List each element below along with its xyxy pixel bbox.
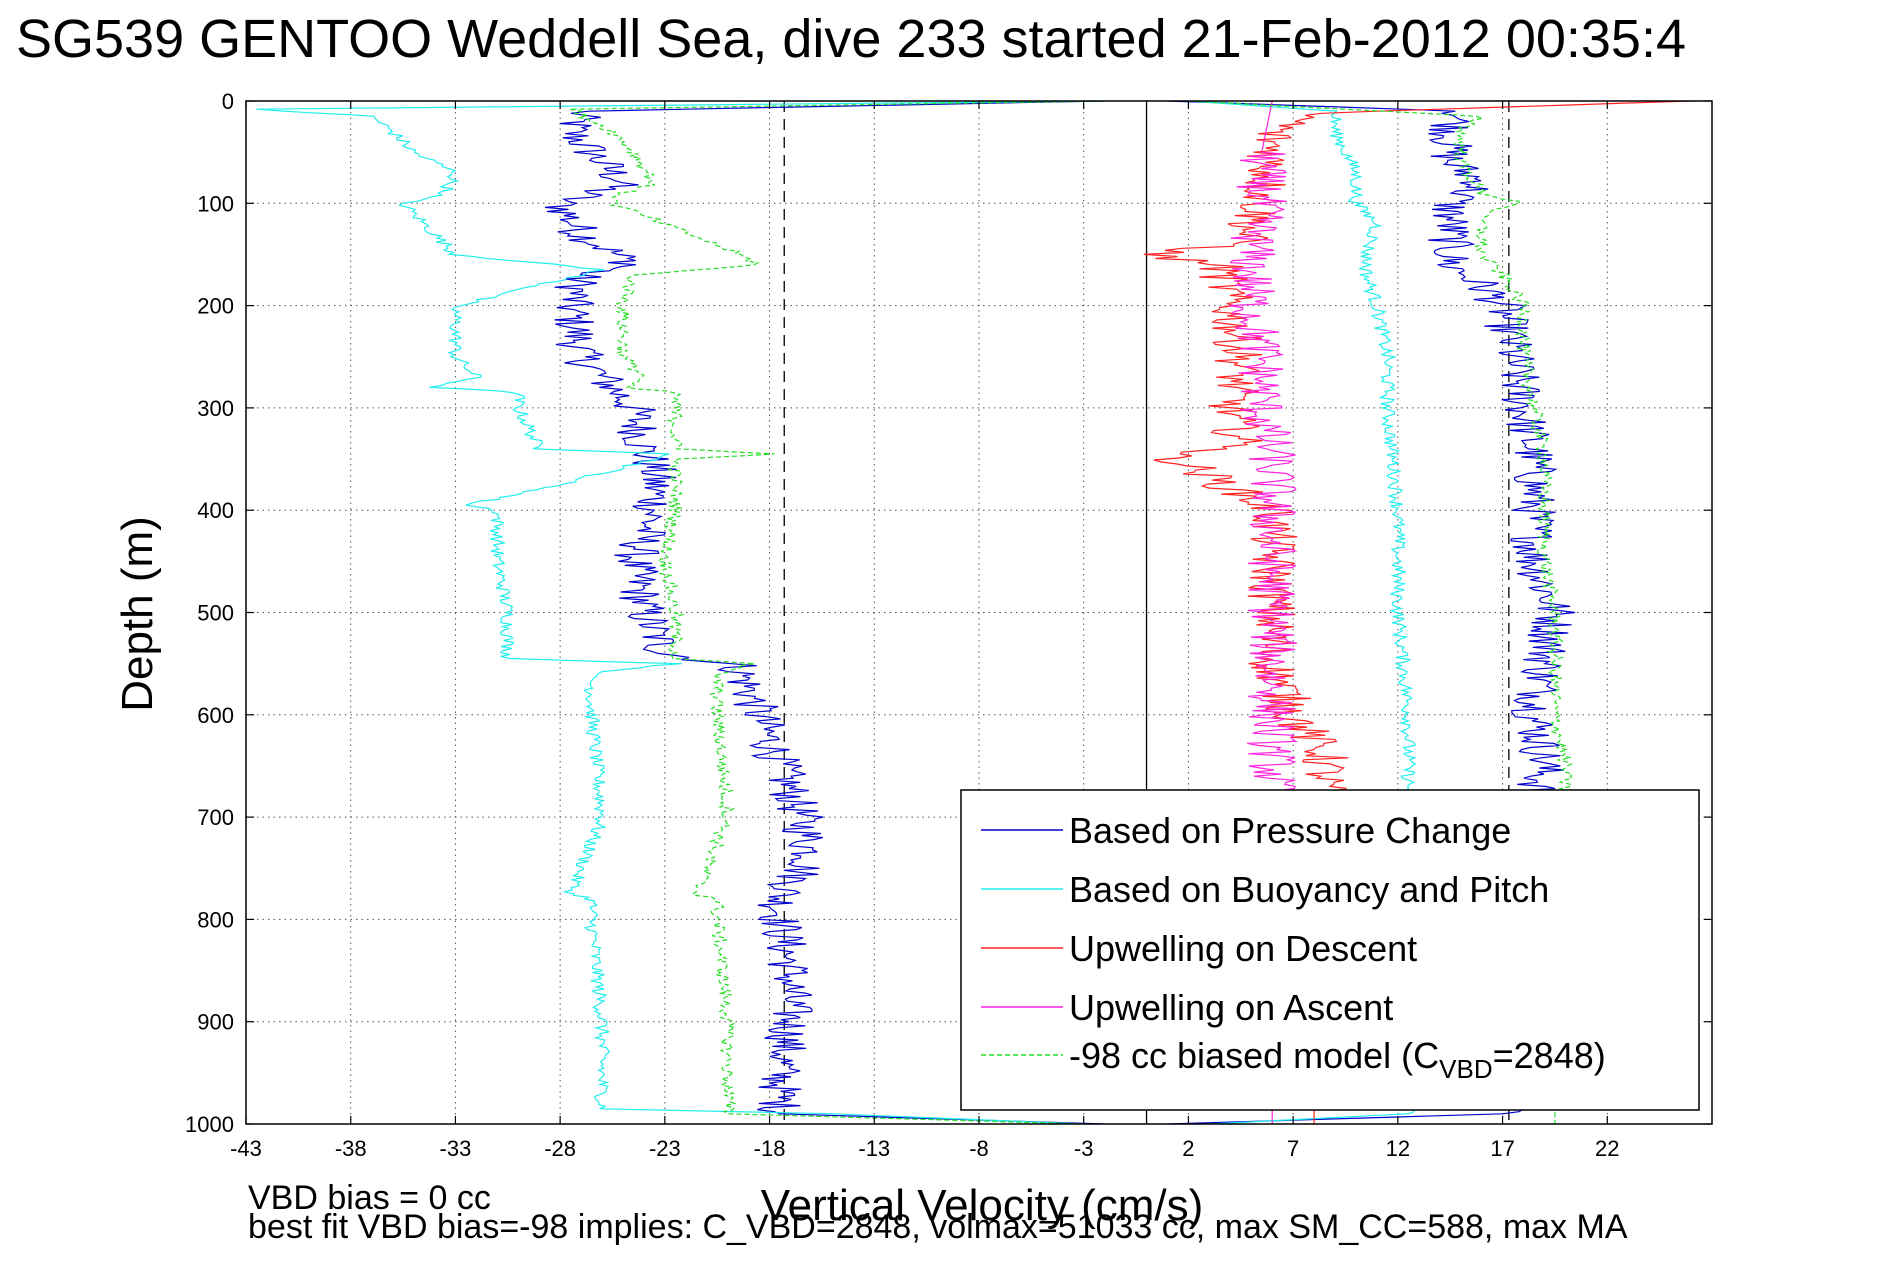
y-tick-label: 600 — [197, 703, 234, 728]
legend-entry: Upwelling on Descent — [1069, 928, 1417, 969]
y-tick-label: 1000 — [185, 1112, 234, 1137]
legend-entry: Based on Pressure Change — [1069, 810, 1511, 851]
x-tick-label: -38 — [335, 1136, 367, 1161]
x-tick-label: -33 — [440, 1136, 472, 1161]
y-tick-label: 0 — [222, 89, 234, 114]
y-tick-label: 800 — [197, 907, 234, 932]
y-tick-label: 400 — [197, 498, 234, 523]
x-tick-label: 7 — [1287, 1136, 1299, 1161]
x-tick-label: 2 — [1182, 1136, 1194, 1161]
y-tick-label: 300 — [197, 396, 234, 421]
y-tick-label: 100 — [197, 191, 234, 216]
x-tick-label: -43 — [230, 1136, 262, 1161]
x-tick-label: -18 — [754, 1136, 786, 1161]
x-tick-label: -3 — [1074, 1136, 1094, 1161]
legend-entry: Based on Buoyancy and Pitch — [1069, 869, 1549, 910]
x-tick-label: 22 — [1595, 1136, 1619, 1161]
legend-entry: Upwelling on Ascent — [1069, 987, 1393, 1028]
footnote-best-fit: best fit VBD bias=-98 implies: C_VBD=284… — [248, 1210, 1628, 1244]
y-tick-label: 900 — [197, 1010, 234, 1035]
legend: Based on Pressure Change Based on Buoyanc… — [961, 790, 1699, 1110]
y-tick-label: 500 — [197, 601, 234, 626]
chart-canvas: -43 -38 -33 -28 -23 -18 -13 -8 -3 2 7 12 17 22 0 100 20… — [0, 0, 1891, 1262]
x-tick-label: -23 — [649, 1136, 681, 1161]
y-axis-title: Depth (m) — [113, 516, 162, 712]
x-tick-label: 17 — [1490, 1136, 1514, 1161]
x-tick-label: -13 — [858, 1136, 890, 1161]
y-tick-label: 200 — [197, 294, 234, 319]
y-tick-label: 700 — [197, 805, 234, 830]
x-tick-label: -8 — [969, 1136, 989, 1161]
x-tick-label: -28 — [544, 1136, 576, 1161]
x-tick-label: 12 — [1386, 1136, 1410, 1161]
